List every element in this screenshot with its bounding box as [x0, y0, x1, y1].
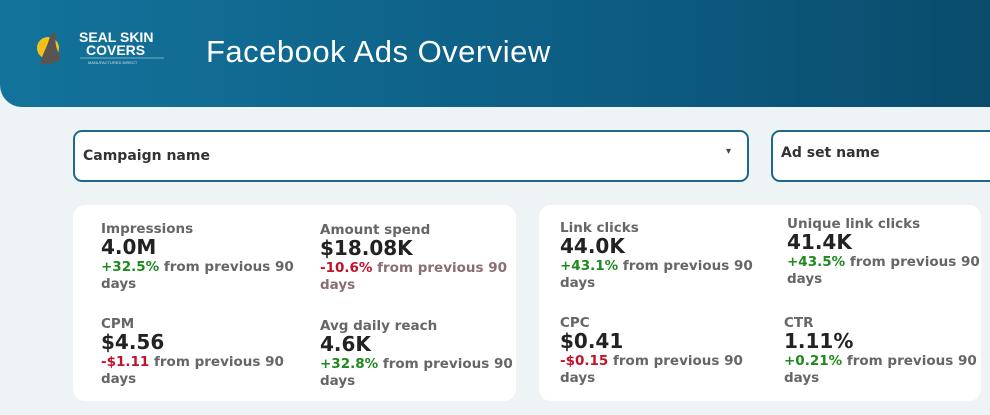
metric-label: Link clicks	[560, 220, 639, 236]
metric-value: $4.56	[101, 330, 165, 354]
metric-value: 4.0M	[101, 235, 157, 259]
metric-change: -$0.15	[560, 353, 609, 369]
metric-change: +43.1%	[560, 258, 619, 274]
svg-text:COVERS: COVERS	[86, 42, 145, 58]
metric-cpm: CPM $4.56 -$1.11 from previous 90 days	[101, 317, 311, 388]
chevron-down-icon: ▾	[725, 146, 731, 157]
metric-change: +0.21%	[784, 353, 843, 369]
metrics-card-clicks: Link clicks 44.0K +43.1% from previous 9…	[539, 205, 981, 401]
seal-skin-covers-logo: SEAL SKIN COVERS MANUFACTURED DIRECT	[37, 29, 164, 65]
svg-text:MANUFACTURED DIRECT: MANUFACTURED DIRECT	[88, 60, 138, 65]
header-banner: SEAL SKIN COVERS MANUFACTURED DIRECT Fac…	[0, 0, 990, 107]
metric-cpc: CPC $0.41 -$0.15 from previous 90 days	[560, 316, 770, 387]
ad-set-name-label: Ad set name	[781, 145, 880, 161]
metric-label: Impressions	[101, 221, 194, 237]
metric-change-suffix: from previous 90 days	[320, 260, 508, 293]
metric-label: CPM	[101, 316, 135, 332]
metric-change: -$1.11	[101, 354, 150, 370]
metric-value: 4.6K	[320, 332, 371, 356]
metric-change-suffix: from previous 90 days	[787, 254, 980, 287]
page-title: Facebook Ads Overview	[206, 34, 551, 69]
metric-value: 41.4K	[787, 230, 852, 254]
campaign-name-dropdown[interactable]: Campaign name ▾	[73, 130, 749, 182]
metric-unique-link-clicks: Unique link clicks 41.4K +43.5% from pre…	[787, 217, 990, 288]
metric-avg-daily-reach: Avg daily reach 4.6K +32.8% from previou…	[320, 319, 530, 390]
metric-change: +32.5%	[101, 259, 160, 275]
metric-value: $0.41	[560, 329, 624, 353]
metric-change: +43.5%	[787, 254, 846, 270]
ad-set-name-dropdown[interactable]: Ad set name	[771, 130, 990, 182]
metric-ctr: CTR 1.11% +0.21% from previous 90 days	[784, 316, 990, 387]
metric-impressions: Impressions 4.0M +32.5% from previous 90…	[101, 222, 311, 293]
metric-change: -10.6%	[320, 260, 373, 276]
metric-amount-spend: Amount spend $18.08K -10.6% from previou…	[320, 223, 530, 294]
metric-change-suffix: from previous 90 days	[560, 258, 753, 291]
metric-label: Amount spend	[320, 222, 431, 238]
metric-change: +32.8%	[320, 356, 379, 372]
metric-link-clicks: Link clicks 44.0K +43.1% from previous 9…	[560, 221, 770, 292]
metric-label: CTR	[784, 315, 814, 331]
metric-change-suffix: from previous 90 days	[784, 353, 977, 386]
metric-label: Avg daily reach	[320, 318, 438, 334]
metric-change-suffix: from previous 90 days	[101, 259, 294, 292]
metric-change-suffix: from previous 90 days	[560, 353, 743, 386]
svg-text:SEAL SKIN: SEAL SKIN	[79, 29, 153, 45]
metric-label: CPC	[560, 315, 590, 331]
campaign-name-label: Campaign name	[83, 148, 210, 164]
metrics-card-reach: Impressions 4.0M +32.5% from previous 90…	[73, 205, 516, 401]
metric-change-suffix: from previous 90 days	[101, 354, 284, 387]
metric-value: 44.0K	[560, 234, 625, 258]
metric-change-suffix: from previous 90 days	[320, 356, 513, 389]
metric-value: 1.11%	[784, 329, 854, 353]
metric-label: Unique link clicks	[787, 216, 921, 232]
metric-value: $18.08K	[320, 236, 413, 260]
